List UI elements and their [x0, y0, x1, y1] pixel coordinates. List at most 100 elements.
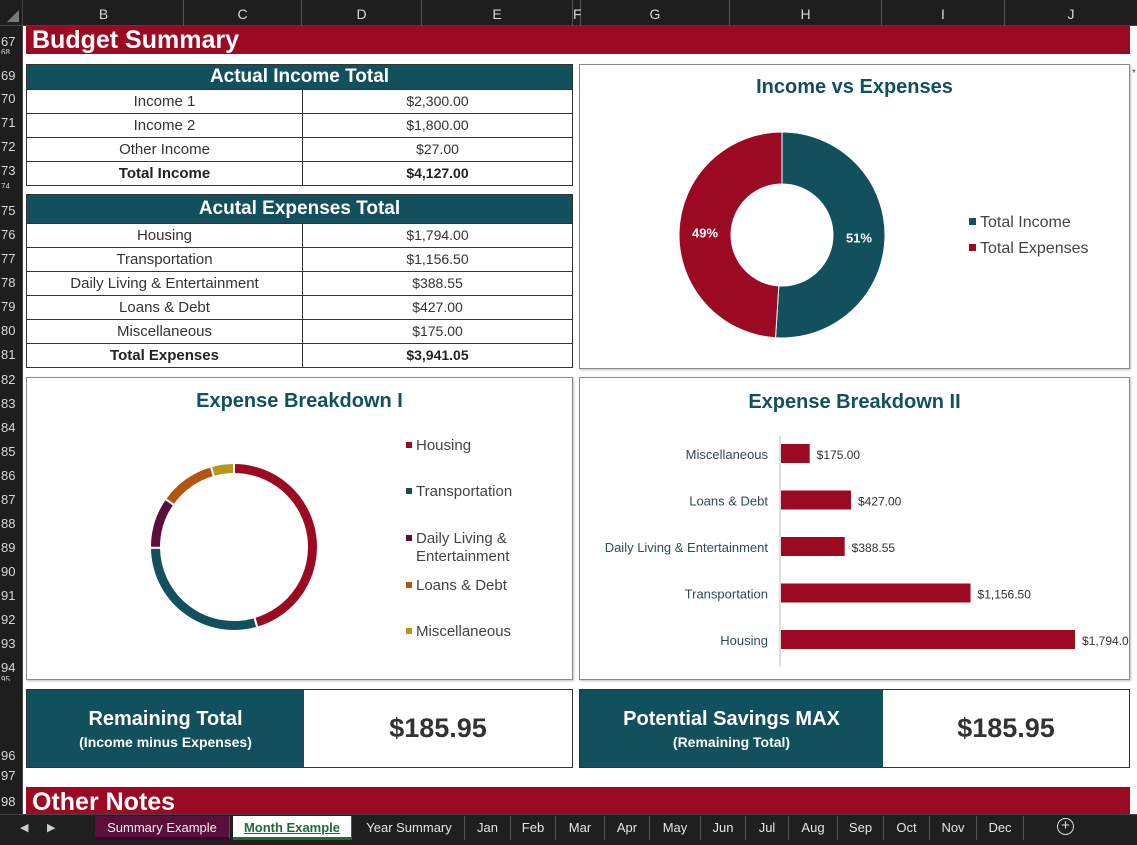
- column-header-f[interactable]: F: [573, 0, 582, 26]
- row-header[interactable]: 68: [1, 48, 10, 54]
- bar-data-label: $175.00: [817, 448, 861, 462]
- row-label[interactable]: Daily Living & Entertainment: [27, 272, 303, 295]
- row-header[interactable]: 89: [1, 540, 16, 555]
- select-all-corner[interactable]: [0, 0, 23, 26]
- column-header-g[interactable]: G: [581, 0, 730, 26]
- kpi-value[interactable]: $185.95: [304, 690, 572, 767]
- kpi-value[interactable]: $185.95: [883, 690, 1129, 767]
- table-row[interactable]: Other Income $27.00: [27, 137, 572, 161]
- column-header-e[interactable]: E: [422, 0, 573, 26]
- tab-year-summary[interactable]: Year Summary: [354, 816, 465, 840]
- row-header[interactable]: 93: [1, 636, 16, 651]
- table-row[interactable]: Daily Living & Entertainment $388.55: [27, 271, 572, 295]
- legend-marker: [969, 218, 976, 225]
- row-label[interactable]: Miscellaneous: [27, 320, 303, 343]
- table-row[interactable]: Transportation $1,156.50: [27, 247, 572, 271]
- row-label[interactable]: Income 2: [27, 114, 303, 137]
- table-row[interactable]: Income 1 $2,300.00: [27, 89, 572, 113]
- tab-jan[interactable]: Jan: [465, 816, 511, 840]
- legend-label: Loans & Debt: [416, 577, 508, 594]
- row-label[interactable]: Transportation: [27, 248, 303, 271]
- table-row[interactable]: Housing $1,794.00: [27, 223, 572, 247]
- column-header-c[interactable]: C: [184, 0, 302, 26]
- budget-summary-title: Budget Summary: [26, 26, 1130, 54]
- tab-mar[interactable]: Mar: [556, 816, 605, 840]
- row-value[interactable]: $388.55: [412, 275, 463, 291]
- total-label[interactable]: Total Expenses: [27, 344, 303, 367]
- row-header[interactable]: 69: [1, 68, 16, 83]
- table-row[interactable]: Miscellaneous $175.00: [27, 319, 572, 343]
- row-value[interactable]: $1,800.00: [406, 117, 469, 133]
- expense-breakdown-i-chart[interactable]: Expense Breakdown I Housing Transportatio…: [26, 377, 573, 680]
- tab-aug[interactable]: Aug: [789, 816, 838, 840]
- column-header-i[interactable]: I: [882, 0, 1005, 26]
- row-header[interactable]: 90: [1, 564, 16, 579]
- column-header-h[interactable]: H: [730, 0, 882, 26]
- row-header[interactable]: 72: [1, 139, 16, 154]
- row-header[interactable]: 86: [1, 468, 16, 483]
- row-label[interactable]: Loans & Debt: [27, 296, 303, 319]
- column-header-b[interactable]: B: [24, 0, 184, 26]
- row-label[interactable]: Housing: [27, 224, 303, 247]
- row-header[interactable]: 84: [1, 420, 16, 435]
- row-header[interactable]: 80: [1, 323, 16, 338]
- total-row[interactable]: Total Income $4,127.00: [27, 161, 572, 185]
- row-header[interactable]: 76: [1, 227, 16, 242]
- row-header[interactable]: 97: [1, 768, 16, 783]
- row-header[interactable]: 79: [1, 299, 16, 314]
- row-header[interactable]: 98: [1, 794, 16, 809]
- total-label[interactable]: Total Income: [27, 162, 303, 185]
- expense-breakdown-ii-chart[interactable]: Expense Breakdown II Housing $1,794.00 Tra…: [579, 377, 1130, 680]
- row-value[interactable]: $427.00: [412, 299, 463, 315]
- row-header[interactable]: 92: [1, 612, 16, 627]
- row-value[interactable]: $27.00: [416, 141, 459, 157]
- total-value[interactable]: $3,941.05: [406, 347, 469, 363]
- row-header[interactable]: 91: [1, 588, 16, 603]
- row-value[interactable]: $1,794.00: [406, 227, 469, 243]
- row-header[interactable]: 83: [1, 396, 16, 411]
- tab-nov[interactable]: Nov: [930, 816, 977, 840]
- row-header[interactable]: 95: [1, 675, 10, 681]
- tab-summary-example[interactable]: Summary Example: [95, 816, 230, 840]
- column-header-j[interactable]: J: [1067, 6, 1075, 22]
- row-label[interactable]: Other Income: [27, 138, 303, 161]
- row-header[interactable]: 67: [1, 34, 16, 49]
- row-header[interactable]: 73: [1, 163, 16, 178]
- scroll-right-icon[interactable]: ▶: [47, 822, 56, 834]
- column-header-d[interactable]: D: [302, 0, 422, 26]
- row-header[interactable]: 85: [1, 444, 16, 459]
- total-value[interactable]: $4,127.00: [406, 165, 469, 181]
- tab-sep[interactable]: Sep: [838, 816, 884, 840]
- tab-apr[interactable]: Apr: [605, 816, 650, 840]
- table-row[interactable]: Loans & Debt $427.00: [27, 295, 572, 319]
- row-header[interactable]: 77: [1, 251, 16, 266]
- row-header[interactable]: 74: [1, 182, 10, 188]
- row-header[interactable]: 71: [1, 115, 16, 130]
- tab-dec[interactable]: Dec: [977, 816, 1024, 840]
- row-header[interactable]: 94: [1, 660, 16, 675]
- tab-may[interactable]: May: [650, 816, 701, 840]
- row-header[interactable]: 70: [1, 91, 16, 106]
- table-row[interactable]: Income 2 $1,800.00: [27, 113, 572, 137]
- row-header[interactable]: 96: [1, 748, 16, 763]
- scroll-left-icon[interactable]: ◀: [20, 822, 29, 834]
- row-value[interactable]: $175.00: [412, 323, 463, 339]
- income-vs-expenses-chart[interactable]: Income vs Expenses 51% 49% Total Income Tot…: [579, 64, 1130, 369]
- tab-feb[interactable]: Feb: [511, 816, 556, 840]
- tab-month-example[interactable]: Month Example: [233, 816, 352, 840]
- row-header[interactable]: 81: [1, 347, 16, 362]
- tab-jun[interactable]: Jun: [701, 816, 746, 840]
- row-header[interactable]: 87: [1, 492, 16, 507]
- row-label[interactable]: Income 1: [27, 90, 303, 113]
- kpi-title: Potential Savings MAX: [623, 707, 840, 730]
- row-header[interactable]: 82: [1, 372, 16, 387]
- row-value[interactable]: $2,300.00: [406, 93, 469, 109]
- row-header[interactable]: 75: [1, 203, 16, 218]
- add-sheet-icon[interactable]: +: [1057, 818, 1074, 835]
- row-value[interactable]: $1,156.50: [406, 251, 469, 267]
- tab-jul[interactable]: Jul: [746, 816, 789, 840]
- tab-oct[interactable]: Oct: [884, 816, 930, 840]
- row-header[interactable]: 88: [1, 516, 16, 531]
- row-header[interactable]: 78: [1, 275, 16, 290]
- total-row[interactable]: Total Expenses $3,941.05: [27, 343, 572, 367]
